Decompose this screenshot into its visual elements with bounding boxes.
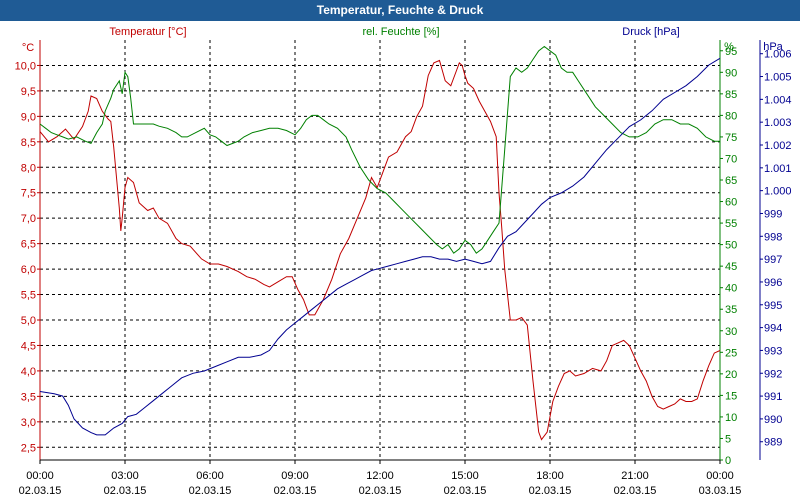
- x-tick-time: 06:00: [196, 470, 224, 482]
- temp-tick-label: 4,0: [21, 366, 36, 378]
- legend-humidity: rel. Feuchte [%]: [362, 26, 439, 38]
- humidity-tick-label: 70: [725, 153, 737, 165]
- x-tick-date: 02.03.15: [19, 485, 62, 497]
- humidity-tick-label: 80: [725, 110, 737, 122]
- x-tick-time: 09:00: [281, 470, 309, 482]
- x-tick-date: 02.03.15: [614, 485, 657, 497]
- pressure-tick-label: 1.000: [764, 186, 792, 198]
- temp-tick-label: 5,0: [21, 315, 36, 327]
- x-tick-date: 02.03.15: [529, 485, 572, 497]
- pressure-tick-label: 996: [764, 277, 782, 289]
- humidity-tick-label: 45: [725, 261, 737, 273]
- humidity-tick-label: 20: [725, 369, 737, 381]
- x-tick-time: 00:00: [706, 470, 734, 482]
- humidity-tick-label: 5: [725, 433, 731, 445]
- x-tick-date: 02.03.15: [189, 485, 232, 497]
- pressure-tick-label: 992: [764, 368, 782, 380]
- pressure-unit: hPa: [763, 41, 783, 53]
- x-tick-time: 15:00: [451, 470, 479, 482]
- temp-tick-label: 6,5: [21, 239, 36, 251]
- temp-tick-label: 2,5: [21, 442, 36, 454]
- x-tick-date: 03.03.15: [699, 485, 742, 497]
- x-tick-date: 02.03.15: [444, 485, 487, 497]
- labels-layer: 2,5 3,0 3,5 4,0 4,5 5,0 5,5 6,0 6,5 7,0 7,5 8,0 8,5 9…: [15, 26, 792, 497]
- legend-pressure: Druck [hPa]: [622, 26, 679, 38]
- pressure-tick-label: 1.001: [764, 163, 792, 175]
- humidity-tick-label: 85: [725, 89, 737, 101]
- x-tick-time: 12:00: [366, 470, 394, 482]
- humidity-unit: %: [724, 41, 734, 53]
- pressure-line: [39, 57, 721, 436]
- temp-tick-label: 7,0: [21, 213, 36, 225]
- temp-tick-label: 7,5: [21, 188, 36, 200]
- pressure-tick-label: 1.006: [764, 49, 792, 61]
- humidity-tick-label: 60: [725, 197, 737, 209]
- temp-tick-label: 9,5: [21, 86, 36, 98]
- x-tick-date: 02.03.15: [104, 485, 147, 497]
- pressure-tick-label: 995: [764, 300, 782, 312]
- humidity-tick-label: 0: [725, 455, 731, 467]
- humidity-tick-label: 90: [725, 67, 737, 79]
- pressure-tick-label: 1.004: [764, 94, 792, 106]
- humidity-tick-label: 65: [725, 175, 737, 187]
- pressure-tick-label: 998: [764, 231, 782, 243]
- pressure-tick-label: 994: [764, 323, 782, 335]
- pressure-tick-label: 989: [764, 437, 782, 449]
- humidity-tick-label: 30: [725, 326, 737, 338]
- pressure-tick-label: 1.002: [764, 140, 792, 152]
- temp-tick-label: 4,5: [21, 340, 36, 352]
- temp-tick-label: 5,5: [21, 290, 36, 302]
- grid-layer: [40, 40, 720, 460]
- series-layer: [39, 45, 721, 441]
- x-tick-date: 02.03.15: [274, 485, 317, 497]
- chart-title: Temperatur, Feuchte & Druck: [316, 3, 484, 17]
- temperature-line: [39, 59, 721, 441]
- axes-layer: [37, 40, 763, 464]
- chart-background: [0, 21, 800, 500]
- pressure-tick-label: 997: [764, 254, 782, 266]
- temp-tick-label: 3,0: [21, 417, 36, 429]
- humidity-tick-label: 95: [725, 46, 737, 58]
- humidity-tick-label: 40: [725, 283, 737, 295]
- humidity-tick-label: 75: [725, 132, 737, 144]
- x-tick-time: 18:00: [536, 470, 564, 482]
- x-tick-time: 03:00: [111, 470, 139, 482]
- x-tick-time: 21:00: [621, 470, 649, 482]
- temp-tick-label: 9,0: [21, 111, 36, 123]
- pressure-tick-label: 991: [764, 391, 782, 403]
- temp-tick-label: 10,0: [15, 60, 36, 72]
- humidity-tick-label: 10: [725, 412, 737, 424]
- temp-tick-label: 8,5: [21, 137, 36, 149]
- temp-unit: °C: [22, 42, 34, 54]
- humidity-tick-label: 25: [725, 347, 737, 359]
- pressure-tick-label: 993: [764, 345, 782, 357]
- temp-tick-label: 8,0: [21, 162, 36, 174]
- pressure-tick-label: 1.003: [764, 117, 792, 129]
- pressure-tick-label: 999: [764, 208, 782, 220]
- temp-tick-label: 6,0: [21, 264, 36, 276]
- x-tick-time: 00:00: [26, 470, 54, 482]
- legend-temperature: Temperatur [°C]: [109, 26, 186, 38]
- pressure-tick-label: 990: [764, 414, 782, 426]
- humidity-tick-label: 35: [725, 304, 737, 316]
- temp-tick-label: 3,5: [21, 391, 36, 403]
- humidity-tick-label: 15: [725, 390, 737, 402]
- humidity-tick-label: 50: [725, 240, 737, 252]
- x-tick-date: 02.03.15: [359, 485, 402, 497]
- humidity-line: [39, 45, 720, 254]
- pressure-tick-label: 1.005: [764, 72, 792, 84]
- humidity-tick-label: 55: [725, 218, 737, 230]
